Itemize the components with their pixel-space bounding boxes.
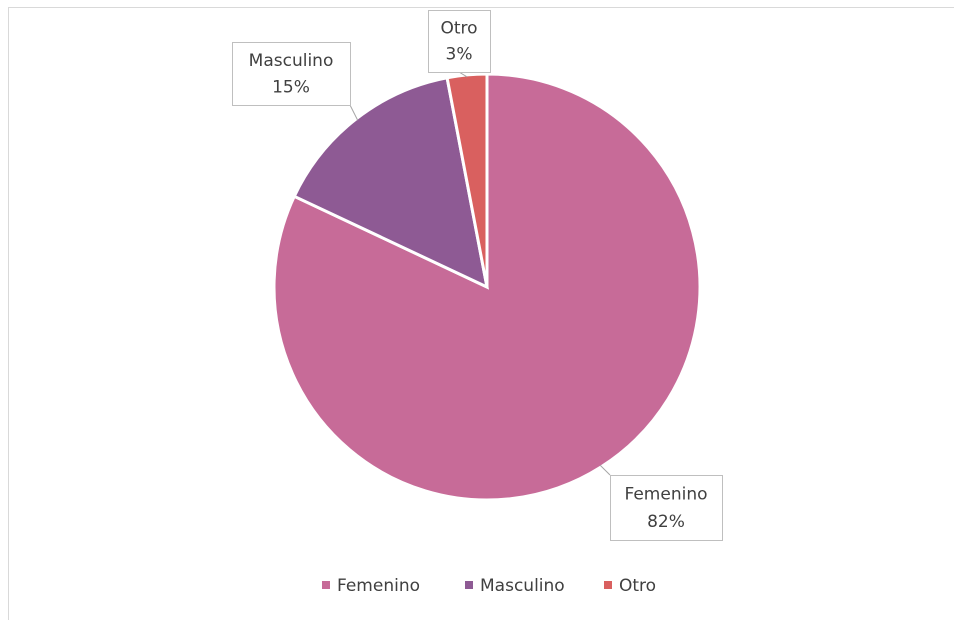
data-label-name: Otro (440, 19, 477, 39)
leader-line (349, 104, 359, 121)
label-box (610, 475, 723, 541)
legend-label: Otro (619, 576, 656, 596)
leader-line (599, 464, 611, 476)
data-label-name: Masculino (249, 51, 334, 71)
legend-marker (465, 581, 473, 589)
label-box (428, 10, 491, 73)
legend-label: Masculino (480, 576, 565, 596)
legend-label: Femenino (337, 576, 420, 596)
data-label-value: 15% (272, 77, 310, 97)
data-label-value: 82% (647, 512, 685, 532)
label-box (232, 42, 351, 106)
legend-marker (604, 581, 612, 589)
pie-slice (445, 72, 489, 288)
legend-marker (322, 581, 330, 589)
data-label-value: 3% (446, 45, 473, 65)
data-label-name: Femenino (625, 485, 708, 505)
